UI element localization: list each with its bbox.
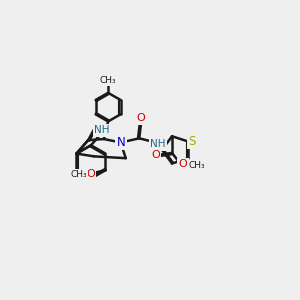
Text: O: O bbox=[86, 169, 95, 179]
Text: NH: NH bbox=[94, 125, 110, 135]
Text: O: O bbox=[151, 150, 160, 160]
Text: O: O bbox=[179, 159, 188, 170]
Text: CH₃: CH₃ bbox=[100, 76, 116, 85]
Text: O: O bbox=[137, 113, 146, 124]
Text: CH₃: CH₃ bbox=[70, 170, 87, 179]
Text: CH₃: CH₃ bbox=[188, 161, 205, 170]
Text: S: S bbox=[189, 135, 196, 148]
Text: NH: NH bbox=[150, 139, 166, 149]
Text: N: N bbox=[117, 136, 125, 148]
